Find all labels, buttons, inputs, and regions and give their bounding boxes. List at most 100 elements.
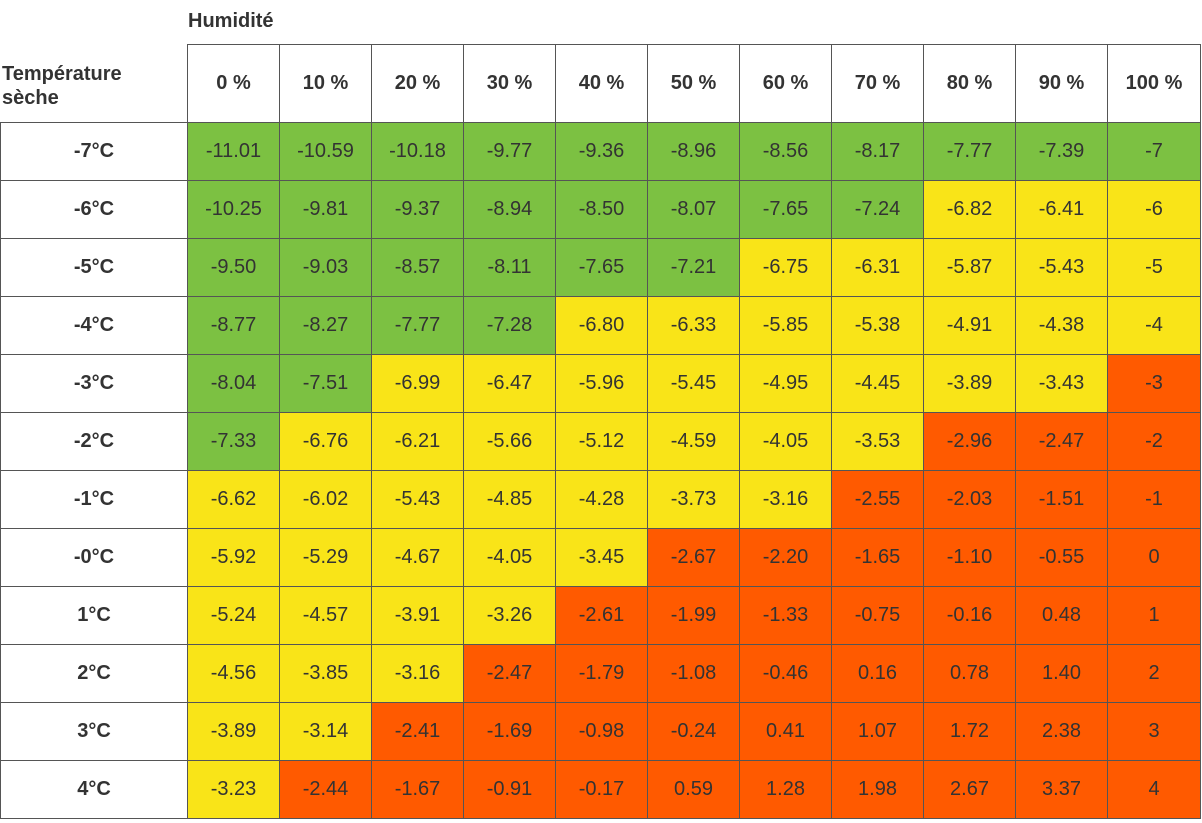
- table-cell: -5: [1107, 238, 1201, 297]
- table-cell: 1.98: [831, 760, 924, 819]
- table-cell: -3.23: [187, 760, 280, 819]
- table-cell: -0.75: [831, 586, 924, 645]
- table-cell: -5.43: [371, 470, 464, 529]
- table-cell: -7.65: [555, 238, 648, 297]
- table-cell: -3: [1107, 354, 1201, 413]
- table-cell: -11.01: [187, 122, 280, 181]
- table-cell: 0.48: [1015, 586, 1108, 645]
- table-cell: -6.02: [279, 470, 372, 529]
- table-cell: 3.37: [1015, 760, 1108, 819]
- table-cell: -7.65: [739, 180, 832, 239]
- table-cell: -6.33: [647, 296, 740, 355]
- table-cell: -9.81: [279, 180, 372, 239]
- table-cell: -5.66: [463, 412, 556, 471]
- table-cell: -3.89: [923, 354, 1016, 413]
- table-cell: -7.24: [831, 180, 924, 239]
- table-cell: -8.07: [647, 180, 740, 239]
- temperature-row-header: 1°C: [0, 586, 188, 645]
- table-cell: -5.29: [279, 528, 372, 587]
- table-row: -2°C -7.33 -6.76 -6.21 -5.66 -5.12 -4.59 -4.05-…: [0, 412, 1201, 471]
- table-cell: -10.18: [371, 122, 464, 181]
- humidity-column-header: 80 %: [923, 44, 1016, 123]
- table-cell: -0.46: [739, 644, 832, 703]
- table-cell: 1.28: [739, 760, 832, 819]
- table-cell: -1.10: [923, 528, 1016, 587]
- humidity-column-header: 50 %: [647, 44, 740, 123]
- table-cell: -4.45: [831, 354, 924, 413]
- table-cell: -7.33: [187, 412, 280, 471]
- humidity-column-header: 0 %: [187, 44, 280, 123]
- table-cell: -10.25: [187, 180, 280, 239]
- table-cell: -5.92: [187, 528, 280, 587]
- table-body: -7°C -11.01 -10.59 -10.18 -9.77 -9.36 -8.96 -8.…: [0, 122, 1201, 819]
- humidity-column-header: 30 %: [463, 44, 556, 123]
- table-cell: -3.73: [647, 470, 740, 529]
- table-cell: -6.99: [371, 354, 464, 413]
- table-cell: -10.59: [279, 122, 372, 181]
- table-cell: -2.47: [1015, 412, 1108, 471]
- table-cell: -4.28: [555, 470, 648, 529]
- temperature-row-header: -0°C: [0, 528, 188, 587]
- table-cell: -5.85: [739, 296, 832, 355]
- dry-temperature-axis-title: Température sèche: [2, 63, 122, 109]
- table-cell: 4: [1107, 760, 1201, 819]
- table-cell: 0.41: [739, 702, 832, 761]
- table-cell: 0.59: [647, 760, 740, 819]
- temperature-row-header: -4°C: [0, 296, 188, 355]
- table-cell: -5.87: [923, 238, 1016, 297]
- table-cell: -5.96: [555, 354, 648, 413]
- table-cell: -7.51: [279, 354, 372, 413]
- temperature-row-header: -2°C: [0, 412, 188, 471]
- table-row: -5°C -9.50 -9.03 -8.57 -8.11 -7.65 -7.21 -6.75-…: [0, 238, 1201, 297]
- table-cell: 1.40: [1015, 644, 1108, 703]
- table-cell: -1.08: [647, 644, 740, 703]
- table-cell: -6.76: [279, 412, 372, 471]
- table-cell: -2.61: [555, 586, 648, 645]
- table-cell: -6.82: [923, 180, 1016, 239]
- table-row: -4°C -8.77 -8.27 -7.77 -7.28 -6.80 -6.33 -5.85-…: [0, 296, 1201, 355]
- table-cell: -1.69: [463, 702, 556, 761]
- table-cell: -2.47: [463, 644, 556, 703]
- table-cell: -6.31: [831, 238, 924, 297]
- table-row: -0°C -5.92 -5.29 -4.67 -4.05 -3.45 -2.67 -2.20-…: [0, 528, 1201, 587]
- table-cell: -0.16: [923, 586, 1016, 645]
- table-cell: -2.20: [739, 528, 832, 587]
- table-cell: -2.44: [279, 760, 372, 819]
- table-cell: -9.03: [279, 238, 372, 297]
- table-cell: -2.67: [647, 528, 740, 587]
- table-row: 3°C -3.89 -3.14 -2.41 -1.69 -0.98 -0.24 0.41 1.0…: [0, 702, 1201, 761]
- table-cell: -3.16: [371, 644, 464, 703]
- table-cell: -7.21: [647, 238, 740, 297]
- table-cell: -4.57: [279, 586, 372, 645]
- table-cell: -1.67: [371, 760, 464, 819]
- table-cell: -4: [1107, 296, 1201, 355]
- table-cell: -2.96: [923, 412, 1016, 471]
- table-cell: -4.67: [371, 528, 464, 587]
- humidity-header-row: 0 % 10 % 20 % 30 % 40 % 50 % 60 % 70 % 80 % 90 % 1…: [1, 44, 1201, 123]
- humidity-column-header: 100 %: [1107, 44, 1201, 123]
- table-cell: -2.55: [831, 470, 924, 529]
- table-cell: -8.04: [187, 354, 280, 413]
- table-cell: -4.85: [463, 470, 556, 529]
- table-corner: [1, 45, 188, 123]
- table-cell: -1.51: [1015, 470, 1108, 529]
- table-row: -3°C -8.04 -7.51 -6.99 -6.47 -5.96 -5.45 -4.95-…: [0, 354, 1201, 413]
- temperature-row-header: 3°C: [0, 702, 188, 761]
- table-row: 2°C -4.56 -3.85 -3.16 -2.47 -1.79 -1.08 -0.46 0.…: [0, 644, 1201, 703]
- table-cell: -1.65: [831, 528, 924, 587]
- table-row: -7°C -11.01 -10.59 -10.18 -9.77 -9.36 -8.96 -8.…: [0, 122, 1201, 181]
- humidity-column-header: 70 %: [831, 44, 924, 123]
- table-row: 1°C -5.24 -4.57 -3.91 -3.26 -2.61 -1.99 -1.33 -0…: [0, 586, 1201, 645]
- temperature-row-header: 4°C: [0, 760, 188, 819]
- table-cell: -7.39: [1015, 122, 1108, 181]
- table-cell: -4.05: [739, 412, 832, 471]
- table-cell: -7.28: [463, 296, 556, 355]
- table-cell: -3.45: [555, 528, 648, 587]
- temperature-row-header: -1°C: [0, 470, 188, 529]
- table-row: 4°C -3.23 -2.44 -1.67 -0.91 -0.17 0.59 1.28 1.98…: [0, 760, 1201, 819]
- table-cell: -4.56: [187, 644, 280, 703]
- table-cell: -6.21: [371, 412, 464, 471]
- table-cell: -1.33: [739, 586, 832, 645]
- temperature-row-header: -5°C: [0, 238, 188, 297]
- table-cell: -1.79: [555, 644, 648, 703]
